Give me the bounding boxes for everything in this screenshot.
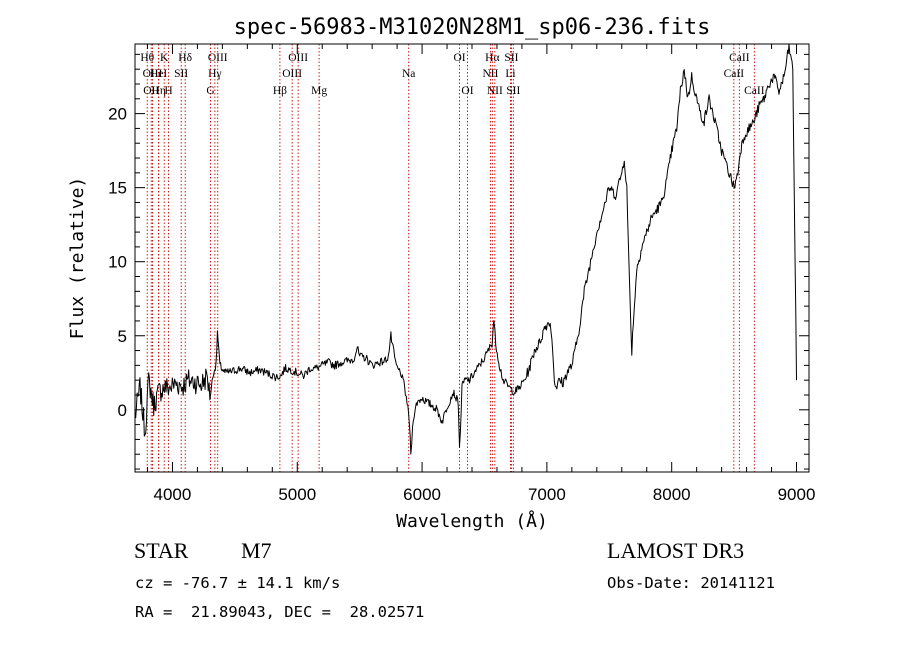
- line-label-17: OI: [453, 52, 465, 64]
- line-label-19: Hα: [485, 52, 499, 64]
- chart-title: spec-56983-M31020N28M1_sp06-236.fits: [234, 15, 711, 40]
- axis-ticks: 4000 5000 6000 7000 8000 9000 0 5 10 15 20: [108, 44, 815, 504]
- line-label-13: OIII: [288, 52, 308, 64]
- observation-date: Obs-Date: 20141121: [607, 574, 775, 592]
- line-label-25: CaII: [729, 52, 750, 64]
- spectrum-line: [134, 43, 797, 455]
- line-label-2: OII: [143, 85, 159, 97]
- line-label-18: OI: [461, 85, 473, 97]
- y-tick-label-1: 5: [118, 327, 127, 346]
- line-label-1: OIII: [143, 68, 163, 80]
- redshift-velocity: cz = -76.7 ± 14.1 km/s: [135, 574, 341, 592]
- sky-coordinates: RA = 21.89043, DEC = 28.02571: [135, 603, 425, 621]
- y-tick-label-0: 0: [118, 401, 127, 420]
- x-tick-label-0: 4000: [154, 485, 192, 504]
- line-label-16: Na: [402, 68, 415, 80]
- line-label-24: SII: [506, 85, 520, 97]
- x-tick-label-3: 7000: [528, 485, 566, 504]
- x-tick-label-5: 9000: [778, 485, 816, 504]
- line-label-6: H: [164, 85, 172, 97]
- line-label-9: OIII: [208, 52, 228, 64]
- line-label-7: SII: [174, 68, 188, 80]
- line-label-23: Li: [505, 68, 515, 80]
- y-axis-label: Flux (relative): [67, 177, 88, 340]
- line-label-20: NII: [482, 68, 498, 80]
- line-label-26: CaII: [724, 68, 745, 80]
- x-tick-label-4: 8000: [653, 485, 691, 504]
- line-label-5: K: [160, 52, 169, 64]
- object-class: STAR: [134, 538, 189, 563]
- spectrum-series: [134, 43, 797, 455]
- line-label-11: G: [206, 85, 214, 97]
- line-label-27: CaII: [744, 85, 765, 97]
- line-label-14: OIII: [282, 68, 302, 80]
- line-label-8: Hδ: [178, 52, 192, 64]
- y-tick-label-2: 10: [108, 253, 127, 272]
- line-label-21: NII: [487, 85, 503, 97]
- line-label-22: SII: [504, 52, 518, 64]
- x-tick-label-2: 6000: [403, 485, 441, 504]
- line-label-10: Hγ: [208, 68, 221, 80]
- survey-name: LAMOST DR3: [607, 538, 745, 563]
- x-tick-label-1: 5000: [278, 485, 316, 504]
- x-axis-label: Wavelength (Å): [396, 510, 548, 532]
- y-tick-label-3: 15: [108, 179, 127, 198]
- line-label-4: Hη: [152, 85, 166, 97]
- y-tick-label-4: 20: [108, 105, 127, 124]
- line-label-15: Mg: [311, 85, 327, 97]
- line-label-12: Hβ: [273, 85, 287, 97]
- line-label-3: HeI: [150, 68, 167, 80]
- object-subclass: M7: [241, 538, 272, 563]
